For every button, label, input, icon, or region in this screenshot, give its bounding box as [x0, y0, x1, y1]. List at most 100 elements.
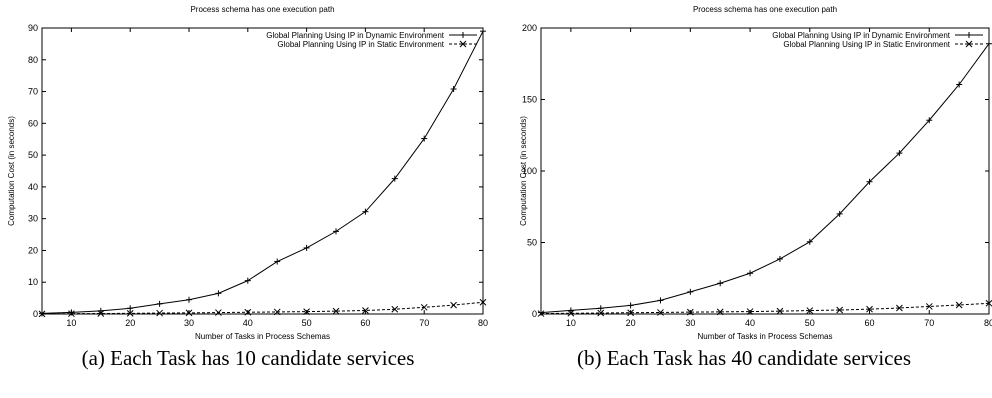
data-point — [362, 208, 369, 215]
data-point — [273, 308, 281, 316]
data-point — [776, 307, 784, 315]
data-point — [627, 309, 634, 317]
chart-caption-b: (b) Each Task has 40 candidate services — [576, 346, 911, 370]
chart-panel-b: Process schema has one execution path 0 50… — [496, 0, 992, 398]
data-point — [333, 228, 339, 235]
data-point — [716, 308, 724, 316]
data-point — [925, 303, 933, 310]
x-tick-label: 60 — [360, 318, 370, 328]
data-point — [274, 258, 281, 265]
data-point — [956, 81, 963, 88]
data-point — [986, 40, 992, 47]
data-point — [215, 290, 222, 297]
data-point — [450, 301, 457, 309]
data-point — [391, 175, 398, 182]
series-dynamic — [39, 28, 486, 317]
legend-marker — [966, 32, 972, 38]
data-point — [126, 310, 134, 317]
data-point — [303, 308, 310, 315]
data-point — [686, 308, 694, 316]
x-tick-label: 20 — [626, 318, 636, 328]
series-line — [540, 302, 990, 315]
data-point — [391, 305, 399, 313]
data-point — [480, 28, 486, 35]
y-tick-label: 50 — [527, 238, 537, 248]
data-point — [567, 307, 574, 314]
y-axis-label: Computation Cost (in seconds) — [7, 116, 16, 226]
data-point — [215, 309, 222, 316]
data-point — [479, 298, 487, 306]
data-point — [303, 244, 310, 251]
data-point — [127, 305, 134, 312]
data-point — [687, 288, 694, 295]
y-tick-label: 20 — [28, 245, 38, 255]
data-point — [866, 305, 873, 313]
series-static — [537, 299, 992, 317]
y-tick-label: 0 — [33, 309, 38, 319]
legend-marker — [460, 32, 466, 38]
y-tick-label: 150 — [522, 95, 537, 105]
x-tick-label: 40 — [243, 318, 253, 328]
y-tick-label: 60 — [28, 118, 38, 128]
x-axis-label: Number of Tasks in Process Schemas — [195, 332, 330, 340]
y-axis-label: Computation Cost (in seconds) — [519, 116, 528, 226]
x-tick-label: 50 — [302, 318, 312, 328]
data-point — [627, 302, 634, 309]
data-point — [244, 308, 252, 316]
x-tick-label: 50 — [805, 318, 815, 328]
line-chart-a: Process schema has one execution path 0 10… — [7, 5, 488, 340]
data-point — [806, 238, 813, 245]
series-static — [38, 298, 487, 318]
data-point — [926, 117, 933, 124]
line-chart-b: Process schema has one execution path 0 50… — [519, 5, 992, 340]
data-point — [836, 210, 843, 217]
data-point — [185, 309, 193, 317]
data-point — [186, 296, 192, 303]
data-point — [746, 308, 754, 315]
data-point — [97, 310, 105, 317]
series-line — [41, 30, 484, 314]
y-tick-label: 10 — [28, 277, 38, 287]
x-axis-label: Number of Tasks in Process Schemas — [697, 332, 832, 340]
y-tick-label: 0 — [532, 309, 537, 319]
data-point — [747, 270, 754, 277]
x-tick-label: 30 — [685, 318, 695, 328]
y-tick-label: 100 — [522, 166, 537, 176]
data-point — [985, 299, 992, 307]
y-tick-label: 90 — [28, 23, 38, 33]
legend-marker — [965, 40, 973, 48]
data-point — [597, 305, 604, 312]
data-point — [538, 309, 544, 316]
data-point — [156, 300, 163, 307]
data-point — [38, 310, 46, 318]
chart-caption-a: (a) Each Task has 10 candidate services — [81, 346, 415, 370]
data-point — [68, 310, 75, 318]
data-point — [896, 304, 903, 312]
y-tick-label: 40 — [28, 182, 38, 192]
data-point — [806, 307, 814, 314]
data-point — [657, 309, 664, 316]
x-tick-label: 70 — [924, 318, 934, 328]
data-point — [537, 310, 545, 317]
series-dynamic — [538, 40, 992, 316]
data-point — [717, 280, 724, 287]
data-point — [68, 309, 75, 316]
x-tick-label: 10 — [66, 318, 76, 328]
data-point — [866, 178, 873, 185]
legend-label: Global Planning Using IP in Dynamic Envi… — [266, 31, 444, 40]
x-tick-label: 60 — [865, 318, 875, 328]
chart-title: Process schema has one execution path — [190, 5, 334, 14]
y-tick-label: 30 — [28, 214, 38, 224]
chart-title: Process schema has one execution path — [693, 5, 837, 14]
data-point — [776, 255, 783, 262]
plot-frame — [540, 27, 990, 315]
data-point — [420, 303, 428, 311]
plot-frame — [41, 27, 484, 315]
y-tick-label: 50 — [28, 150, 38, 160]
data-point — [362, 307, 369, 314]
legend-marker — [459, 40, 467, 48]
data-point — [657, 297, 664, 304]
series-line — [41, 301, 484, 315]
data-point — [450, 86, 457, 93]
y-tick-label: 80 — [28, 55, 38, 65]
